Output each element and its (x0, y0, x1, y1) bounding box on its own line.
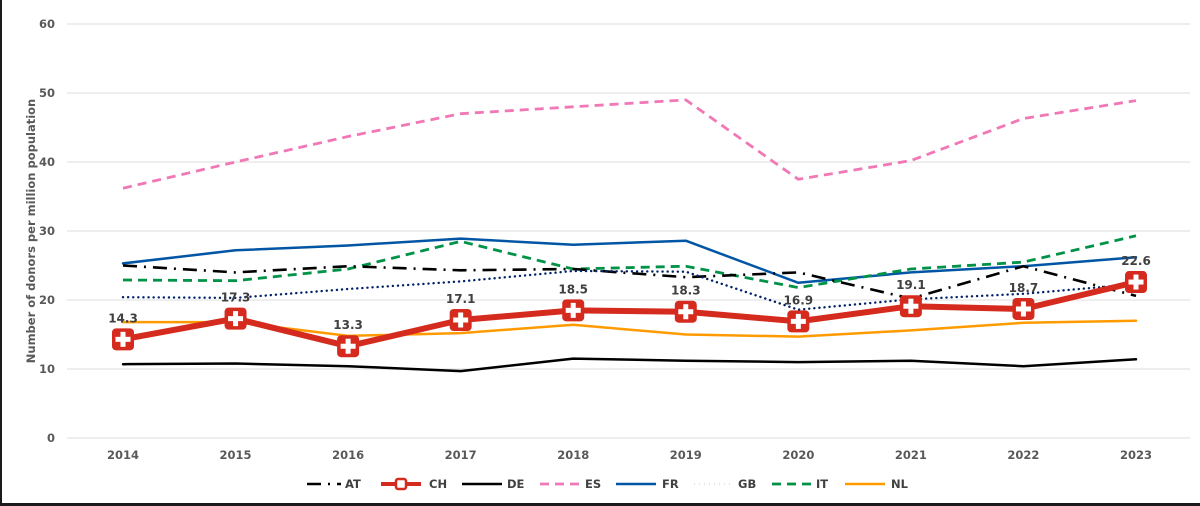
legend-label: ES (585, 477, 601, 491)
y-tick-label: 20 (39, 293, 55, 307)
ch-marker (787, 310, 810, 333)
ch-marker (899, 295, 922, 318)
ch-marker (1012, 297, 1035, 320)
legend-label: NL (891, 477, 909, 491)
ch-marker (337, 335, 360, 358)
data-label: 18.3 (671, 284, 701, 298)
series-lines (112, 98, 1147, 373)
series-line-es (122, 98, 1137, 190)
x-tick-label: 2018 (557, 448, 589, 462)
ch-marker (449, 309, 472, 332)
series-line-de (121, 357, 1138, 373)
legend-label: AT (345, 477, 361, 491)
cross-icon (790, 318, 806, 324)
legend-item-fr: FR (616, 477, 679, 491)
ch-marker (562, 299, 585, 322)
x-tick-label: 2017 (445, 448, 477, 462)
cross-icon (340, 343, 356, 349)
y-tick-label: 40 (39, 155, 55, 169)
cross-icon (1015, 306, 1031, 312)
data-label: 13.3 (333, 318, 363, 332)
x-tick-label: 2014 (107, 448, 139, 462)
gridlines (67, 23, 1190, 439)
data-label: 17.1 (446, 292, 476, 306)
data-label: 22.6 (1121, 254, 1151, 268)
legend-item-at: AT (307, 477, 361, 491)
cross-icon (678, 309, 694, 315)
legend-item-es: ES (540, 477, 601, 491)
legend-label: GB (738, 477, 756, 491)
data-label: 18.5 (558, 282, 588, 296)
x-axis-ticks: 2014 2015 2016 2017 2018 2019 2020 2021 2022 2023 (107, 448, 1152, 462)
data-label: 16.9 (784, 293, 814, 307)
series-line-fr (121, 237, 1138, 285)
cross-icon (903, 303, 919, 309)
ch-marker (224, 307, 247, 330)
y-tick-label: 10 (39, 362, 55, 376)
data-label: 14.3 (108, 311, 138, 325)
y-tick-label: 0 (47, 431, 55, 445)
series-line-ch (120, 279, 1139, 350)
legend-item-nl: NL (845, 477, 909, 491)
legend-item-ch: CH (381, 477, 447, 491)
legend: AT CH DE ES FR GB IT NL (307, 477, 909, 491)
cross-icon (565, 307, 581, 313)
x-tick-label: 2023 (1120, 448, 1152, 462)
legend-label: CH (429, 477, 447, 491)
legend-label: IT (816, 477, 828, 491)
data-label: 19.1 (896, 278, 926, 292)
series-line-nl (121, 319, 1138, 338)
cross-icon (115, 336, 131, 342)
y-tick-label: 60 (39, 17, 55, 31)
series-line-gb (121, 269, 1138, 311)
series-line-it (122, 234, 1137, 290)
ch-marker (1125, 271, 1147, 294)
data-labels: 14.3 17.3 13.3 17.1 18.5 18.3 16.9 19.1 18.7 22.6 (108, 254, 1151, 332)
y-axis-label: Number of donors per million population (24, 99, 38, 363)
legend-label: FR (662, 477, 679, 491)
y-tick-label: 50 (39, 86, 55, 100)
series-line-at (122, 264, 1137, 300)
legend-item-gb: GB (694, 477, 756, 491)
ch-marker (112, 328, 134, 351)
legend-label: DE (507, 477, 525, 491)
data-label: 18.7 (1009, 281, 1039, 295)
cross-icon (228, 316, 244, 322)
legend-marker (394, 477, 408, 491)
x-tick-label: 2019 (670, 448, 702, 462)
ch-marker (674, 300, 697, 323)
y-axis-ticks: 0 10 20 30 40 50 60 (39, 17, 55, 445)
x-tick-label: 2015 (220, 448, 252, 462)
legend-item-it: IT (772, 477, 828, 491)
cross-icon (453, 317, 469, 323)
x-tick-label: 2022 (1007, 448, 1039, 462)
x-tick-label: 2016 (332, 448, 364, 462)
cross-icon (1128, 279, 1144, 285)
x-tick-label: 2020 (782, 448, 814, 462)
x-tick-label: 2021 (895, 448, 927, 462)
data-label: 17.3 (221, 291, 251, 305)
y-tick-label: 30 (39, 224, 55, 238)
legend-item-de: DE (462, 477, 525, 491)
